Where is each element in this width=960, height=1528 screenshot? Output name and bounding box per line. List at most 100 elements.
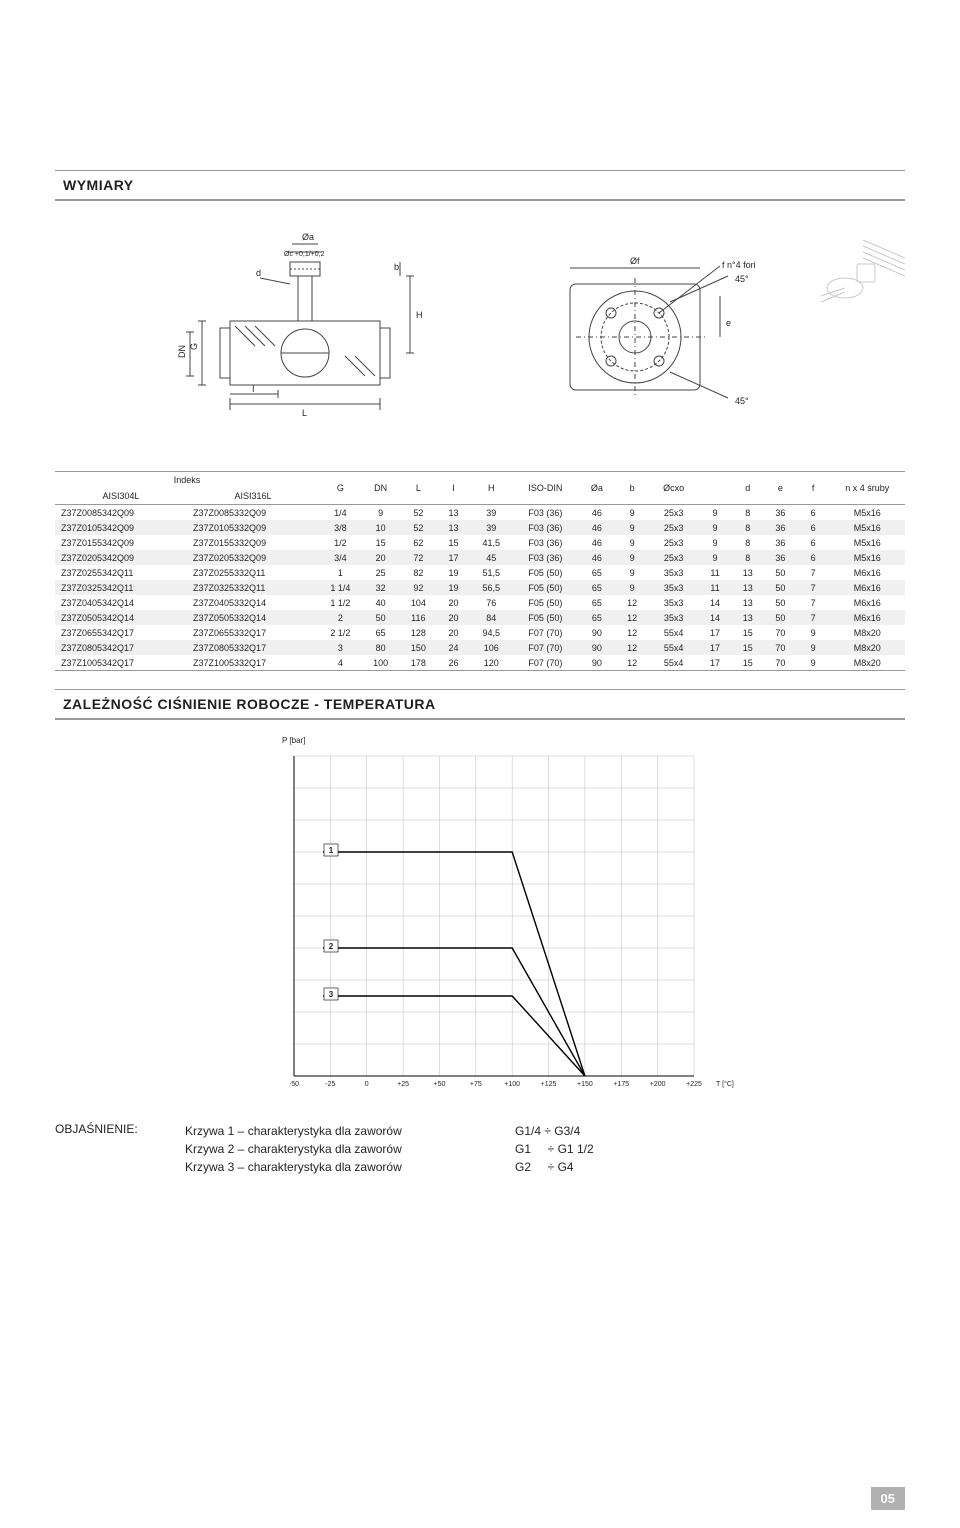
svg-text:-50: -50 bbox=[290, 1081, 299, 1088]
cell: 9 bbox=[797, 640, 830, 655]
col-1: AISI316L bbox=[187, 488, 319, 505]
svg-text:+225: +225 bbox=[686, 1081, 702, 1088]
cell: 50 bbox=[764, 565, 797, 580]
table-row: Z37Z0805342Q17Z37Z0805332Q1738015024106F… bbox=[55, 640, 905, 655]
table-row: Z37Z1005342Q17Z37Z1005332Q17410017826120… bbox=[55, 655, 905, 670]
table-row: Z37Z0325342Q11Z37Z0325332Q111 1/43292195… bbox=[55, 580, 905, 595]
cell: 116 bbox=[400, 610, 438, 625]
cell: 50 bbox=[764, 580, 797, 595]
cell: 50 bbox=[362, 610, 400, 625]
dim-of: Øf bbox=[630, 256, 640, 266]
cell: 1/4 bbox=[319, 505, 362, 521]
svg-text:+200: +200 bbox=[650, 1081, 666, 1088]
table-row: Z37Z0505342Q14Z37Z0505332Q142501162084F0… bbox=[55, 610, 905, 625]
col-3: DN bbox=[362, 472, 400, 505]
cell: 9 bbox=[699, 505, 732, 521]
cell: 55x4 bbox=[648, 655, 698, 670]
cell: 8 bbox=[731, 520, 764, 535]
cell: 13 bbox=[731, 580, 764, 595]
dim-oa: Øa bbox=[302, 232, 314, 242]
cell: 9 bbox=[699, 550, 732, 565]
col-7: ISO-DIN bbox=[513, 472, 578, 505]
cell: F03 (36) bbox=[513, 505, 578, 521]
cell: 6 bbox=[797, 505, 830, 521]
cell: 13 bbox=[437, 520, 470, 535]
svg-text:+75: +75 bbox=[470, 1081, 482, 1088]
cell: 36 bbox=[764, 520, 797, 535]
cell: 52 bbox=[400, 505, 438, 521]
cell: F05 (50) bbox=[513, 565, 578, 580]
cell: Z37Z0325332Q11 bbox=[187, 580, 319, 595]
cell: 19 bbox=[437, 580, 470, 595]
cell: 15 bbox=[731, 640, 764, 655]
cell: 14 bbox=[699, 610, 732, 625]
cell: 13 bbox=[731, 595, 764, 610]
cell: 52 bbox=[400, 520, 438, 535]
col-indeks: Indeks bbox=[55, 472, 319, 488]
svg-text:+25: +25 bbox=[397, 1081, 409, 1088]
cell: 3/8 bbox=[319, 520, 362, 535]
cell: 2 bbox=[319, 610, 362, 625]
dim-DN: DN bbox=[177, 345, 187, 358]
cell: 90 bbox=[578, 655, 616, 670]
table-row: Z37Z0255342Q11Z37Z0255332Q11125821951,5F… bbox=[55, 565, 905, 580]
cell: Z37Z0085342Q09 bbox=[55, 505, 187, 521]
table-row: Z37Z0205342Q09Z37Z0205332Q093/420721745F… bbox=[55, 550, 905, 565]
cell: 70 bbox=[764, 640, 797, 655]
svg-text:+175: +175 bbox=[613, 1081, 629, 1088]
cell: M8x20 bbox=[829, 640, 905, 655]
cell: M8x20 bbox=[829, 655, 905, 670]
col-2: G bbox=[319, 472, 362, 505]
cell: 84 bbox=[470, 610, 513, 625]
legend-range: G2 ÷ G4 bbox=[515, 1158, 665, 1176]
cell: 1/2 bbox=[319, 535, 362, 550]
cell: Z37Z0805332Q17 bbox=[187, 640, 319, 655]
cell: 17 bbox=[699, 655, 732, 670]
cell: Z37Z0205332Q09 bbox=[187, 550, 319, 565]
dim-d: d bbox=[256, 268, 261, 278]
col-13: e bbox=[764, 472, 797, 505]
cell: M8x20 bbox=[829, 625, 905, 640]
cell: 7 bbox=[797, 595, 830, 610]
legend-range: G1/4 ÷ G3/4 bbox=[515, 1122, 665, 1140]
cell: M5x16 bbox=[829, 520, 905, 535]
cell: F07 (70) bbox=[513, 640, 578, 655]
cell: 25 bbox=[362, 565, 400, 580]
cell: 50 bbox=[764, 595, 797, 610]
cell: 1 1/2 bbox=[319, 595, 362, 610]
cell: M6x16 bbox=[829, 565, 905, 580]
cell: 9 bbox=[362, 505, 400, 521]
cell: 55x4 bbox=[648, 625, 698, 640]
cell: M6x16 bbox=[829, 580, 905, 595]
cell: 39 bbox=[470, 505, 513, 521]
col-15: n x 4 śruby bbox=[829, 472, 905, 505]
cell: 7 bbox=[797, 580, 830, 595]
col-9: b bbox=[616, 472, 649, 505]
cell: 65 bbox=[578, 565, 616, 580]
cell: 46 bbox=[578, 550, 616, 565]
svg-text:T [°C]: T [°C] bbox=[716, 1080, 734, 1088]
svg-text:2: 2 bbox=[329, 942, 334, 951]
cell: 32 bbox=[362, 580, 400, 595]
cell: 15 bbox=[731, 655, 764, 670]
col-0: AISI304L bbox=[55, 488, 187, 505]
cell: 26 bbox=[437, 655, 470, 670]
cell: Z37Z0085332Q09 bbox=[187, 505, 319, 521]
cell: 65 bbox=[578, 610, 616, 625]
cell: M5x16 bbox=[829, 535, 905, 550]
cell: 6 bbox=[797, 535, 830, 550]
cell: 6 bbox=[797, 520, 830, 535]
cell: 8 bbox=[731, 550, 764, 565]
section-title-dimensions: WYMIARY bbox=[55, 170, 905, 201]
cell: 51,5 bbox=[470, 565, 513, 580]
cell: Z37Z0205342Q09 bbox=[55, 550, 187, 565]
col-5: I bbox=[437, 472, 470, 505]
cell: 4 bbox=[319, 655, 362, 670]
cell: 12 bbox=[616, 610, 649, 625]
dim-L: L bbox=[302, 408, 307, 418]
cell: 36 bbox=[764, 505, 797, 521]
actuator-icon bbox=[815, 240, 905, 310]
col-4: L bbox=[400, 472, 438, 505]
cell: 56,5 bbox=[470, 580, 513, 595]
cell: 36 bbox=[764, 535, 797, 550]
